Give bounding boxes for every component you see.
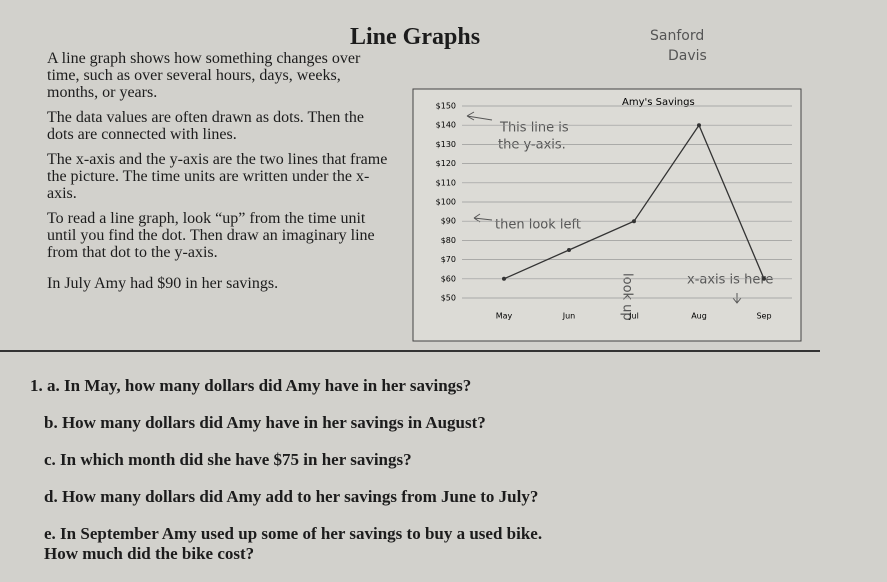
chart: Amy's Savings This line is the y-axis. t… [412, 88, 802, 342]
student-name: Davis [668, 48, 707, 64]
x-tick-label: Jul [628, 312, 639, 321]
student-name: Sanford [650, 28, 705, 44]
intro: A line graph shows how something changes… [47, 50, 392, 300]
y-tick-label: $140 [436, 121, 456, 130]
annotation: This line is [499, 121, 569, 136]
question-line: d. How many dollars did Amy add to her s… [44, 487, 539, 506]
paragraph: To read a line graph, look “up” from the… [47, 210, 375, 261]
x-tick-label: May [496, 312, 513, 321]
divider [0, 350, 820, 352]
question: b. How many dollars did Amy have in her … [44, 413, 542, 433]
y-tick-label: $110 [436, 178, 456, 187]
title: Line Graphs [350, 24, 481, 50]
chart-frame [412, 88, 802, 342]
paragraph: A line graph shows how something changes… [47, 50, 361, 101]
data-point [502, 276, 506, 281]
chart-title: Amy's Savings [622, 97, 695, 108]
y-tick-label: $150 [436, 102, 456, 111]
question: e. In September Amy used up some of her … [44, 524, 542, 564]
y-tick-label: $90 [441, 217, 456, 226]
question-line: 1. a. In May, how many dollars did Amy h… [30, 376, 472, 395]
question-line: b. How many dollars did Amy have in her … [44, 413, 486, 432]
y-tick-label: $120 [436, 159, 456, 168]
paragraph: The data values are often drawn as dots.… [47, 109, 364, 143]
questions: 1. a. In May, how many dollars did Amy h… [30, 376, 542, 581]
annotation: x-axis is here [687, 273, 773, 288]
paragraph: The x-axis and the y-axis are the two li… [47, 151, 388, 202]
annotation: then look left [495, 218, 581, 233]
y-tick-label: $80 [441, 236, 456, 245]
x-tick-label: Aug [691, 312, 707, 321]
y-tick-label: $130 [436, 140, 456, 149]
x-tick-label: Sep [756, 312, 771, 321]
question: c. In which month did she have $75 in he… [44, 450, 542, 470]
y-tick-label: $60 [441, 274, 456, 283]
data-point [762, 276, 766, 281]
annotation: look up [620, 273, 635, 321]
question-line: e. In September Amy used up some of her … [44, 524, 543, 543]
annotation: the y-axis. [498, 138, 566, 153]
paragraph: In July Amy had $90 in her savings. [47, 275, 279, 292]
question-line: How much did the bike cost? [44, 544, 255, 563]
data-point [632, 219, 636, 224]
question-line: c. In which month did she have $75 in he… [44, 450, 412, 469]
question: 1. a. In May, how many dollars did Amy h… [30, 376, 542, 396]
data-point [697, 123, 701, 128]
x-tick-label: Jun [562, 312, 576, 321]
y-tick-label: $50 [441, 294, 456, 303]
data-point [567, 248, 571, 252]
y-tick-label: $100 [436, 198, 456, 207]
arrow [466, 111, 493, 121]
question: d. How many dollars did Amy add to her s… [44, 487, 542, 507]
y-tick-label: $70 [441, 255, 456, 264]
